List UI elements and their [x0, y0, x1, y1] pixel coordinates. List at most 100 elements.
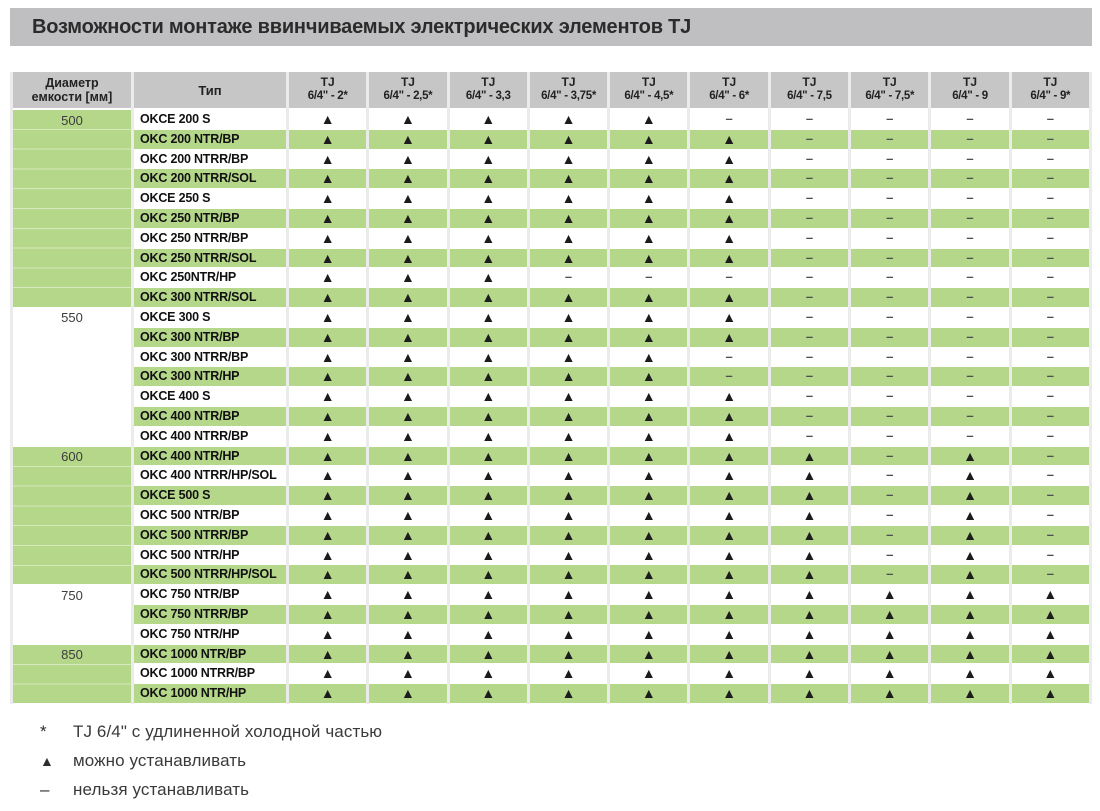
cannot-install-mark: –: [1011, 406, 1089, 427]
column-header-tj-1: TJ 6/4" - 2*: [289, 72, 367, 110]
can-install-mark: ▲: [690, 545, 768, 566]
can-install-mark: ▲: [770, 585, 849, 605]
cannot-install-mark: –: [770, 169, 849, 190]
can-install-mark: ▲: [369, 565, 447, 586]
table-row: OKC 1000 NTRR/BP ▲ ▲ ▲ ▲ ▲ ▲ ▲ ▲ ▲ ▲: [13, 664, 1089, 685]
can-install-mark: ▲: [449, 644, 527, 665]
can-install-mark: ▲: [690, 426, 768, 447]
can-install-mark: ▲: [851, 624, 929, 645]
can-install-mark: ▲: [289, 585, 367, 605]
can-install-mark: ▲: [289, 486, 367, 506]
can-install-mark: ▲: [610, 664, 688, 685]
can-install-mark: ▲: [289, 110, 367, 130]
cannot-install-mark: –: [1011, 129, 1089, 150]
can-install-mark: ▲: [690, 446, 768, 467]
table-row: 850 OKC 1000 NTR/BP ▲ ▲ ▲ ▲ ▲ ▲ ▲ ▲ ▲ ▲: [13, 644, 1089, 704]
can-install-mark: ▲: [289, 248, 367, 269]
type-cell: OKC 1000 NTRR/BP: [134, 664, 286, 685]
type-cell: OKC 500 NTR/HP: [134, 545, 286, 566]
table-row: OKC 200 NTR/BP ▲ ▲ ▲ ▲ ▲ ▲ – – – –: [13, 129, 1089, 150]
can-install-mark: ▲: [690, 149, 768, 170]
can-install-mark: ▲: [369, 406, 447, 427]
can-install-mark: ▲: [449, 367, 527, 388]
can-install-mark: ▲: [289, 169, 367, 190]
table-row: OKC 300 NTR/HP ▲ ▲ ▲ ▲ ▲ – – – – –: [13, 367, 1089, 388]
legend-star-text: TJ 6/4" с удлиненной холодной частью: [73, 721, 383, 741]
cannot-install-mark: –: [1011, 486, 1089, 506]
type-cell: OKC 400 NTRR/BP: [134, 426, 286, 447]
can-install-mark: ▲: [690, 525, 768, 546]
can-install-mark: ▲: [289, 406, 367, 427]
cannot-install-mark: –: [1011, 248, 1089, 269]
can-install-mark: ▲: [369, 347, 447, 368]
can-install-mark: ▲: [610, 644, 688, 665]
can-install-mark: ▲: [610, 446, 688, 467]
diameter-cell: 600: [13, 446, 131, 586]
cannot-install-mark: –: [851, 268, 929, 289]
can-install-mark: ▲: [770, 624, 849, 645]
diameter-cell: 750: [13, 585, 131, 645]
cannot-install-mark: –: [851, 288, 929, 308]
table-row: OKC 250 NTRR/SOL ▲ ▲ ▲ ▲ ▲ ▲ – – – –: [13, 248, 1089, 269]
can-install-mark: ▲: [369, 129, 447, 150]
cannot-install-mark: –: [1011, 505, 1089, 526]
cannot-install-mark: –: [1011, 169, 1089, 190]
can-install-mark: ▲: [529, 664, 608, 685]
cannot-install-mark: –: [851, 347, 929, 368]
can-install-mark: ▲: [369, 525, 447, 546]
can-install-mark: ▲: [449, 347, 527, 368]
can-install-mark: ▲: [289, 466, 367, 487]
cannot-install-mark: –: [931, 129, 1009, 150]
diameter-cell: 550: [13, 307, 131, 447]
cannot-install-mark: –: [770, 248, 849, 269]
can-install-mark: ▲: [770, 565, 849, 586]
cannot-install-mark: –: [851, 208, 929, 229]
cannot-install-mark: –: [770, 406, 849, 427]
can-install-mark: ▲: [289, 189, 367, 209]
can-install-mark: ▲: [931, 486, 1009, 506]
can-install-mark: ▲: [529, 486, 608, 506]
can-install-mark: ▲: [449, 545, 527, 566]
can-install-mark: ▲: [289, 387, 367, 407]
can-install-mark: ▲: [449, 525, 527, 546]
cannot-install-mark: –: [770, 288, 849, 308]
cannot-install-mark: –: [690, 347, 768, 368]
cannot-install-mark: –: [851, 545, 929, 566]
cannot-install-mark: –: [851, 565, 929, 586]
can-install-mark: ▲: [449, 268, 527, 289]
can-install-mark: ▲: [369, 644, 447, 665]
can-install-mark: ▲: [369, 288, 447, 308]
can-install-mark: ▲: [289, 129, 367, 150]
can-install-mark: ▲: [851, 684, 929, 704]
can-install-mark: ▲: [529, 644, 608, 665]
can-install-mark: ▲: [529, 684, 608, 704]
can-install-mark: ▲: [449, 208, 527, 229]
can-install-mark: ▲: [289, 149, 367, 170]
can-install-mark: ▲: [690, 604, 768, 625]
can-install-mark: ▲: [1011, 684, 1089, 704]
can-install-mark: ▲: [690, 486, 768, 506]
can-install-mark: ▲: [369, 268, 447, 289]
can-install-mark: ▲: [690, 466, 768, 487]
can-install-mark: ▲: [289, 505, 367, 526]
can-install-mark: ▲: [449, 684, 527, 704]
cannot-install-mark: –: [851, 486, 929, 506]
can-install-mark: ▲: [289, 545, 367, 566]
can-install-mark: ▲: [449, 110, 527, 130]
cannot-install-mark: –: [1011, 327, 1089, 348]
cannot-install-mark: –: [770, 268, 849, 289]
column-header-tj-9: TJ 6/4" - 9: [931, 72, 1009, 110]
can-install-mark: ▲: [529, 545, 608, 566]
type-cell: OKCE 500 S: [134, 486, 286, 506]
can-install-mark: ▲: [610, 585, 688, 605]
can-install-mark: ▲: [449, 486, 527, 506]
cannot-install-mark: –: [1011, 446, 1089, 467]
cannot-install-mark: –: [1011, 466, 1089, 487]
table-row: OKC 500 NTRR/BP ▲ ▲ ▲ ▲ ▲ ▲ ▲ – ▲ –: [13, 525, 1089, 546]
can-install-mark: ▲: [851, 604, 929, 625]
can-install-mark: ▲: [610, 565, 688, 586]
can-install-mark: ▲: [369, 110, 447, 130]
type-cell: OKC 400 NTRR/HP/SOL: [134, 466, 286, 487]
column-header-tj-6: TJ 6/4" - 6*: [690, 72, 768, 110]
table-row: OKC 200 NTRR/BP ▲ ▲ ▲ ▲ ▲ ▲ – – – –: [13, 149, 1089, 170]
